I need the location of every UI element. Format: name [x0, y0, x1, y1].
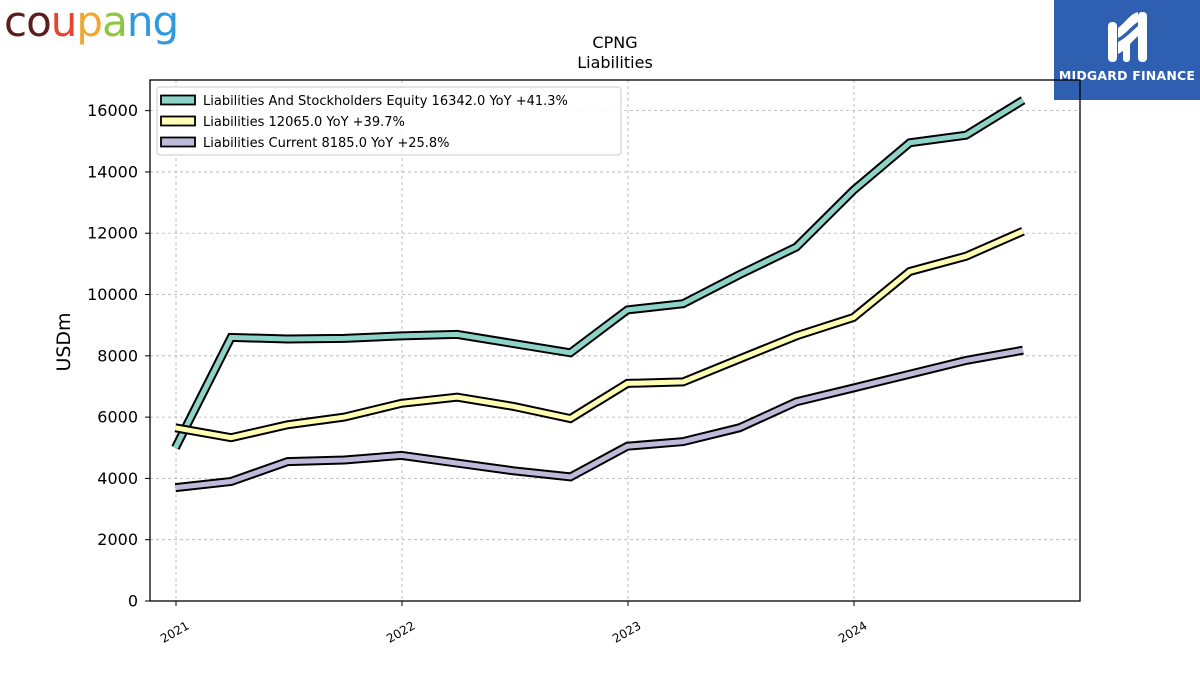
- legend-swatch: [160, 94, 196, 106]
- logo-letter: c: [4, 0, 27, 46]
- legend-label: Liabilities And Stockholders Equity 1634…: [203, 94, 568, 109]
- x-tick-label: 2023: [610, 618, 643, 645]
- chart-title: CPNG: [592, 33, 637, 52]
- chart-subtitle: Liabilities: [577, 53, 653, 72]
- publisher-logo: MIDGARD FINANCE: [1054, 0, 1200, 100]
- midgard-emblem-icon: [1108, 12, 1147, 62]
- legend-label: Liabilities Current 8185.0 YoY +25.8%: [203, 136, 450, 151]
- legend-swatch: [160, 136, 196, 148]
- x-tick-label: 2024: [836, 618, 869, 645]
- logo-letter: p: [76, 0, 103, 46]
- x-tick-label: 2021: [158, 618, 191, 645]
- logo-letter: a: [102, 0, 128, 46]
- series-line: [173, 98, 1025, 449]
- plot-frame: [149, 79, 1081, 602]
- axis-ticks: 0 2000 4000 6000 8000 10000 12000 14000 16000 202…: [87, 101, 869, 646]
- y-tick-label: 8000: [97, 346, 138, 365]
- y-tick-label: 0: [128, 592, 138, 611]
- legend: Liabilities And Stockholders Equity 1634…: [156, 86, 622, 156]
- legend-box: [156, 86, 622, 156]
- legend-swatch: [160, 115, 196, 127]
- logo-letter: o: [26, 0, 52, 46]
- y-tick-label: 4000: [97, 469, 138, 488]
- series-line: [175, 347, 1024, 491]
- y-tick-label: 12000: [87, 224, 138, 243]
- y-tick-label: 6000: [97, 408, 138, 427]
- y-tick-label: 10000: [87, 285, 138, 304]
- y-tick-label: 2000: [97, 530, 138, 549]
- x-tick-label: 2022: [384, 618, 417, 645]
- company-logo: coupang: [4, 0, 179, 46]
- y-tick-label: 16000: [87, 101, 138, 120]
- y-axis-label: USDm: [53, 312, 75, 371]
- series-line: [174, 228, 1025, 441]
- y-tick-label: 14000: [87, 162, 138, 181]
- logo-letter: g: [152, 0, 179, 46]
- publisher-name: MIDGARD FINANCE: [1058, 68, 1196, 83]
- legend-label: Liabilities 12065.0 YoY +39.7%: [203, 115, 405, 130]
- logo-letter: n: [126, 0, 154, 46]
- series-lines: [171, 96, 1026, 493]
- logo-letter: u: [50, 0, 78, 46]
- grid: [150, 80, 1080, 602]
